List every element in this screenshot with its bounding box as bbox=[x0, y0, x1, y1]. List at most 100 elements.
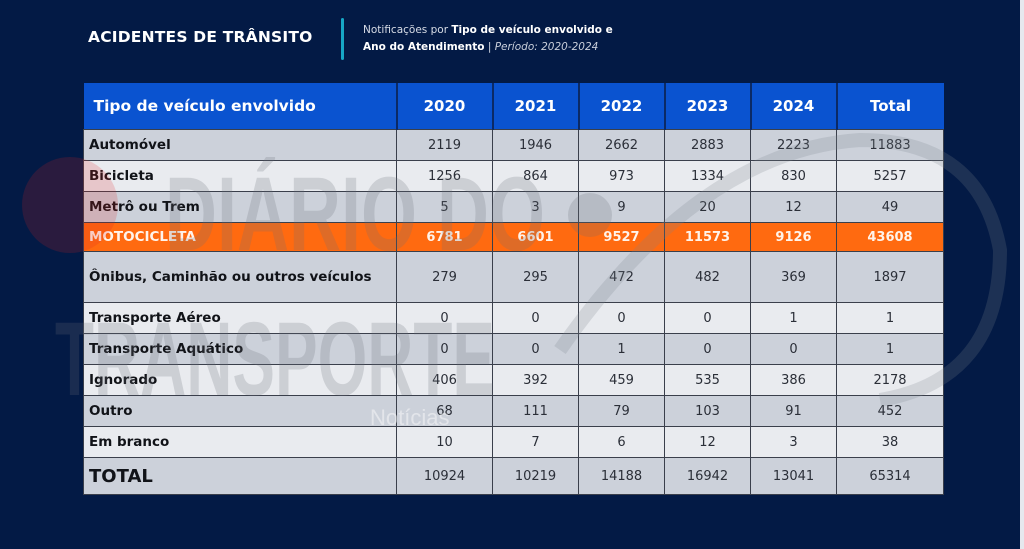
cell-value: 43608 bbox=[836, 222, 944, 252]
cell-value: 482 bbox=[664, 251, 751, 303]
column-header-2023: 2023 bbox=[664, 83, 752, 130]
table-total-row: TOTAL 10924 10219 14188 16942 13041 65314 bbox=[83, 457, 944, 495]
cell-value: 68 bbox=[396, 395, 493, 427]
cell-value: 392 bbox=[492, 364, 579, 396]
cell-value: 279 bbox=[396, 251, 493, 303]
cell-value: 386 bbox=[750, 364, 837, 396]
subtitle-bold-1: Tipo de veículo envolvido e bbox=[451, 24, 613, 36]
subtitle-bold-2: Ano do Atendimento bbox=[363, 41, 485, 53]
total-value: 14188 bbox=[578, 457, 665, 495]
table-row: Transporte Aéreo 0 0 0 0 1 1 bbox=[83, 302, 944, 334]
column-header-2021: 2021 bbox=[492, 83, 580, 130]
total-value: 65314 bbox=[836, 457, 944, 495]
total-value: 13041 bbox=[750, 457, 837, 495]
table-row: Outro 68 111 79 103 91 452 bbox=[83, 395, 944, 427]
cell-value: 973 bbox=[578, 160, 665, 192]
cell-value: 295 bbox=[492, 251, 579, 303]
cell-value: 79 bbox=[578, 395, 665, 427]
cell-value: 830 bbox=[750, 160, 837, 192]
row-label: Ônibus, Caminhão ou outros veículos bbox=[83, 251, 397, 303]
cell-value: 9 bbox=[578, 191, 665, 223]
cell-value: 472 bbox=[578, 251, 665, 303]
column-header-2020: 2020 bbox=[396, 83, 494, 130]
cell-value: 38 bbox=[836, 426, 944, 458]
cell-value: 6781 bbox=[396, 222, 493, 252]
cell-value: 2662 bbox=[578, 129, 665, 161]
cell-value: 6601 bbox=[492, 222, 579, 252]
cell-value: 1946 bbox=[492, 129, 579, 161]
right-edge-strip bbox=[1020, 0, 1024, 549]
accidents-table: Tipo de veículo envolvido 2020 2021 2022… bbox=[83, 83, 944, 495]
cell-value: 2223 bbox=[750, 129, 837, 161]
cell-value: 2178 bbox=[836, 364, 944, 396]
cell-value: 406 bbox=[396, 364, 493, 396]
row-label: Bicicleta bbox=[83, 160, 397, 192]
cell-value: 9126 bbox=[750, 222, 837, 252]
cell-value: 1334 bbox=[664, 160, 751, 192]
column-header-vehicle-type: Tipo de veículo envolvido bbox=[83, 83, 398, 130]
cell-value: 49 bbox=[836, 191, 944, 223]
cell-value: 1 bbox=[750, 302, 837, 334]
table-row: Em branco 10 7 6 12 3 38 bbox=[83, 426, 944, 458]
table-header-row: Tipo de veículo envolvido 2020 2021 2022… bbox=[83, 83, 944, 130]
cell-value: 2883 bbox=[664, 129, 751, 161]
cell-value: 0 bbox=[664, 333, 751, 365]
cell-value: 10 bbox=[396, 426, 493, 458]
table-row: Transporte Aquático 0 0 1 0 0 1 bbox=[83, 333, 944, 365]
table-row: Bicicleta 1256 864 973 1334 830 5257 bbox=[83, 160, 944, 192]
cell-value: 864 bbox=[492, 160, 579, 192]
cell-value: 20 bbox=[664, 191, 751, 223]
cell-value: 12 bbox=[750, 191, 837, 223]
cell-value: 5 bbox=[396, 191, 493, 223]
cell-value: 1256 bbox=[396, 160, 493, 192]
column-header-total: Total bbox=[836, 83, 944, 130]
header-divider bbox=[341, 18, 344, 60]
subtitle-period: Período: 2020-2024 bbox=[494, 41, 599, 53]
cell-value: 0 bbox=[750, 333, 837, 365]
cell-value: 3 bbox=[492, 191, 579, 223]
cell-value: 2119 bbox=[396, 129, 493, 161]
cell-value: 1897 bbox=[836, 251, 944, 303]
subtitle-separator: | bbox=[484, 41, 495, 53]
subtitle-prefix: Notificações por bbox=[363, 24, 452, 36]
cell-value: 111 bbox=[492, 395, 579, 427]
page-subtitle: Notificações por Tipo de veículo envolvi… bbox=[363, 22, 613, 56]
row-label: Outro bbox=[83, 395, 397, 427]
cell-value: 5257 bbox=[836, 160, 944, 192]
cell-value: 91 bbox=[750, 395, 837, 427]
cell-value: 0 bbox=[396, 333, 493, 365]
total-value: 16942 bbox=[664, 457, 751, 495]
row-label: MOTOCICLETA bbox=[83, 222, 397, 252]
cell-value: 3 bbox=[750, 426, 837, 458]
table-row: Ignorado 406 392 459 535 386 2178 bbox=[83, 364, 944, 396]
cell-value: 0 bbox=[492, 333, 579, 365]
cell-value: 452 bbox=[836, 395, 944, 427]
total-label: TOTAL bbox=[83, 457, 397, 495]
cell-value: 0 bbox=[578, 302, 665, 334]
page-title: ACIDENTES DE TRÂNSITO bbox=[88, 28, 313, 46]
row-label: Transporte Aéreo bbox=[83, 302, 397, 334]
cell-value: 103 bbox=[664, 395, 751, 427]
row-label: Em branco bbox=[83, 426, 397, 458]
table-row: Automóvel 2119 1946 2662 2883 2223 11883 bbox=[83, 129, 944, 161]
cell-value: 9527 bbox=[578, 222, 665, 252]
cell-value: 12 bbox=[664, 426, 751, 458]
table-row: Metrô ou Trem 5 3 9 20 12 49 bbox=[83, 191, 944, 223]
column-header-2024: 2024 bbox=[750, 83, 838, 130]
cell-value: 1 bbox=[578, 333, 665, 365]
row-label: Transporte Aquático bbox=[83, 333, 397, 365]
cell-value: 1 bbox=[836, 302, 944, 334]
cell-value: 535 bbox=[664, 364, 751, 396]
cell-value: 369 bbox=[750, 251, 837, 303]
row-label: Ignorado bbox=[83, 364, 397, 396]
cell-value: 459 bbox=[578, 364, 665, 396]
table-row-highlighted: MOTOCICLETA 6781 6601 9527 11573 9126 43608 bbox=[83, 222, 944, 252]
row-label: Metrô ou Trem bbox=[83, 191, 397, 223]
cell-value: 7 bbox=[492, 426, 579, 458]
cell-value: 11573 bbox=[664, 222, 751, 252]
row-label: Automóvel bbox=[83, 129, 397, 161]
cell-value: 11883 bbox=[836, 129, 944, 161]
cell-value: 1 bbox=[836, 333, 944, 365]
total-value: 10924 bbox=[396, 457, 493, 495]
cell-value: 0 bbox=[492, 302, 579, 334]
